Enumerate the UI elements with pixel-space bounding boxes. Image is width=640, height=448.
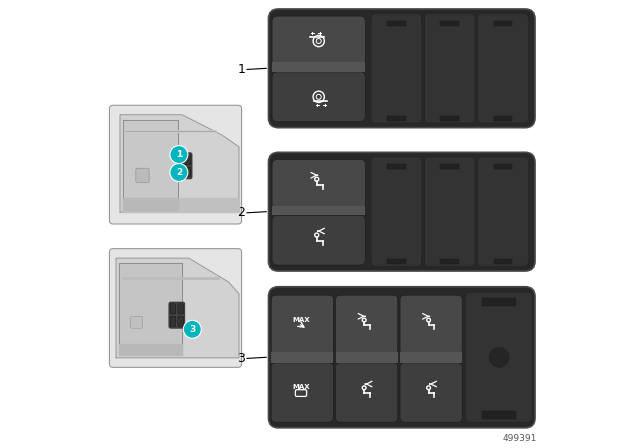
FancyBboxPatch shape bbox=[272, 159, 365, 209]
Bar bbox=[440, 164, 459, 169]
FancyBboxPatch shape bbox=[109, 105, 241, 224]
Text: 1: 1 bbox=[176, 150, 182, 159]
Circle shape bbox=[183, 320, 201, 338]
FancyBboxPatch shape bbox=[400, 363, 462, 422]
Bar bbox=[387, 259, 406, 264]
Text: MAX: MAX bbox=[292, 318, 310, 323]
FancyBboxPatch shape bbox=[131, 316, 143, 328]
FancyBboxPatch shape bbox=[182, 167, 191, 177]
Polygon shape bbox=[123, 198, 178, 210]
FancyBboxPatch shape bbox=[269, 152, 535, 271]
Text: 1: 1 bbox=[237, 63, 245, 76]
FancyBboxPatch shape bbox=[466, 293, 532, 422]
FancyBboxPatch shape bbox=[169, 302, 185, 328]
Bar bbox=[483, 411, 516, 419]
FancyBboxPatch shape bbox=[477, 14, 529, 123]
FancyBboxPatch shape bbox=[170, 304, 176, 314]
FancyBboxPatch shape bbox=[269, 287, 535, 428]
Bar bbox=[493, 164, 513, 169]
Bar bbox=[400, 352, 462, 363]
Bar bbox=[440, 259, 459, 264]
Bar bbox=[272, 62, 365, 72]
Bar bbox=[271, 352, 333, 363]
Text: 2: 2 bbox=[237, 206, 245, 220]
FancyBboxPatch shape bbox=[181, 153, 192, 179]
Text: 3: 3 bbox=[189, 325, 195, 334]
Bar bbox=[440, 116, 459, 121]
FancyBboxPatch shape bbox=[269, 9, 535, 128]
FancyBboxPatch shape bbox=[182, 155, 191, 164]
FancyBboxPatch shape bbox=[335, 363, 398, 422]
Bar bbox=[387, 21, 406, 26]
Polygon shape bbox=[120, 115, 239, 212]
FancyBboxPatch shape bbox=[424, 14, 475, 123]
FancyBboxPatch shape bbox=[271, 295, 333, 354]
Bar bbox=[493, 116, 513, 121]
Polygon shape bbox=[123, 198, 239, 212]
FancyBboxPatch shape bbox=[136, 168, 149, 182]
FancyBboxPatch shape bbox=[170, 316, 176, 327]
Bar bbox=[483, 298, 516, 306]
Text: 499391: 499391 bbox=[503, 434, 538, 443]
Circle shape bbox=[170, 146, 188, 164]
FancyBboxPatch shape bbox=[400, 295, 462, 354]
FancyBboxPatch shape bbox=[335, 295, 398, 354]
FancyBboxPatch shape bbox=[178, 316, 184, 327]
Bar bbox=[493, 21, 513, 26]
FancyBboxPatch shape bbox=[178, 304, 184, 314]
Polygon shape bbox=[118, 263, 182, 353]
FancyBboxPatch shape bbox=[477, 157, 529, 266]
Polygon shape bbox=[116, 258, 239, 358]
Bar bbox=[272, 206, 365, 215]
Bar bbox=[335, 352, 398, 363]
Polygon shape bbox=[123, 120, 178, 206]
Circle shape bbox=[170, 164, 188, 181]
Bar bbox=[387, 116, 406, 121]
FancyBboxPatch shape bbox=[424, 157, 475, 266]
FancyBboxPatch shape bbox=[272, 215, 365, 265]
Text: 2: 2 bbox=[176, 168, 182, 177]
FancyBboxPatch shape bbox=[371, 157, 422, 266]
Bar bbox=[440, 21, 459, 26]
Polygon shape bbox=[118, 344, 182, 356]
FancyBboxPatch shape bbox=[272, 16, 365, 66]
FancyBboxPatch shape bbox=[271, 363, 333, 422]
Text: 3: 3 bbox=[237, 352, 245, 365]
Bar bbox=[387, 164, 406, 169]
Circle shape bbox=[489, 347, 509, 367]
Bar bbox=[493, 259, 513, 264]
FancyBboxPatch shape bbox=[109, 249, 241, 367]
FancyBboxPatch shape bbox=[272, 72, 365, 122]
Text: MAX: MAX bbox=[292, 384, 310, 390]
FancyBboxPatch shape bbox=[371, 14, 422, 123]
